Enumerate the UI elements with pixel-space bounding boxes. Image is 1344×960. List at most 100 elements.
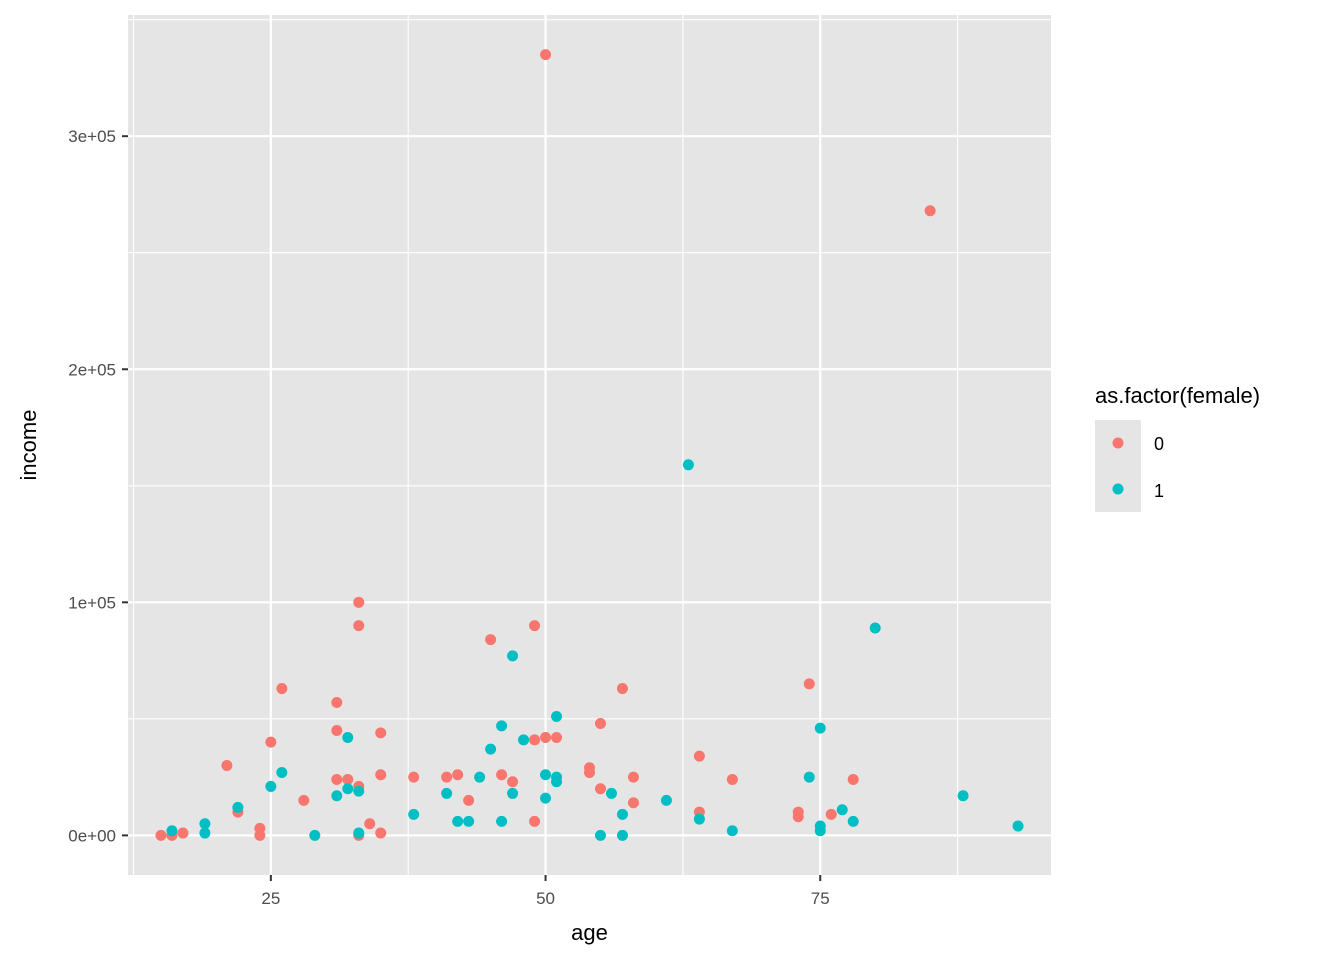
data-point-1 [463,815,475,827]
data-point-0 [924,205,936,217]
data-point-1 [485,743,497,755]
data-point-1 [331,790,343,802]
data-point-0 [408,771,420,783]
data-point-1 [540,769,552,781]
data-point-1 [1012,820,1024,832]
data-point-1 [342,783,354,795]
data-point-1 [693,813,705,825]
data-point-1 [540,792,552,804]
data-point-1 [496,815,508,827]
data-point-0 [375,727,387,739]
data-point-0 [540,731,552,743]
y-axis-title: income [16,410,41,481]
y-tick-label: 0e+00 [68,826,116,845]
data-point-1 [166,825,178,837]
data-point-1 [682,459,694,471]
data-point-0 [375,827,387,839]
data-point-1 [605,787,617,799]
data-point-1 [957,790,969,802]
data-point-0 [353,596,365,608]
data-point-0 [331,725,343,737]
data-point-0 [693,750,705,762]
data-point-0 [507,776,519,788]
data-point-1 [551,776,563,788]
data-point-0 [155,829,167,841]
data-point-1 [496,720,508,732]
data-point-0 [342,773,354,785]
data-point-0 [529,620,541,632]
data-point-0 [485,634,497,646]
data-point-0 [364,818,376,830]
data-point-0 [529,815,541,827]
data-point-1 [474,771,486,783]
data-point-1 [616,808,628,820]
data-point-0 [276,683,288,695]
legend-title: as.factor(female) [1095,383,1260,408]
data-point-1 [309,829,321,841]
data-point-0 [463,794,475,806]
data-point-0 [331,773,343,785]
major-gridlines [128,15,1051,875]
data-point-1 [616,829,628,841]
data-point-0 [496,769,508,781]
y-tick-label: 2e+05 [68,360,116,379]
data-point-0 [825,808,837,820]
data-point-1 [408,808,420,820]
y-tick-label: 3e+05 [68,127,116,146]
y-tick-labels: 0e+00 1e+05 2e+05 3e+05 [68,127,116,845]
data-point-1 [507,650,519,662]
x-tick-label: 25 [261,889,280,908]
x-tick-labels: 25 50 75 [261,889,829,908]
data-point-0 [331,697,343,709]
data-point-0 [221,759,233,771]
axis-ticks [122,135,822,881]
data-point-1 [353,785,365,797]
data-point-0 [441,771,453,783]
data-point-1 [803,771,815,783]
data-point-0 [298,794,310,806]
data-point-1 [814,825,826,837]
x-tick-label: 75 [811,889,830,908]
data-point-1 [507,787,519,799]
data-point-0 [594,718,606,730]
data-point-0 [265,736,277,748]
data-point-0 [375,769,387,781]
data-point-1 [660,794,672,806]
data-point-1 [452,815,464,827]
data-point-0 [254,829,266,841]
y-tick-label: 1e+05 [68,593,116,612]
data-point-1 [342,731,354,743]
data-point-1 [836,804,848,816]
data-point-1 [814,722,826,734]
data-point-0 [594,783,606,795]
legend-marker-1 [1112,483,1124,495]
data-point-1 [199,827,211,839]
data-point-1 [276,766,288,778]
data-point-0 [353,620,365,632]
x-tick-label: 50 [536,889,555,908]
legend-label-0: 0 [1154,434,1164,454]
x-axis-title: age [571,920,608,945]
data-point-0 [847,773,859,785]
legend: as.factor(female) 0 1 [1095,383,1260,512]
data-point-0 [726,773,738,785]
data-points [155,49,1024,841]
data-point-1 [594,829,606,841]
legend-label-1: 1 [1154,481,1164,501]
data-point-1 [441,787,453,799]
data-point-1 [199,818,211,830]
minor-gridlines [128,15,1051,875]
legend-marker-0 [1112,437,1124,449]
data-point-0 [452,769,464,781]
data-point-0 [616,683,628,695]
data-point-0 [627,771,639,783]
data-point-1 [518,734,530,746]
data-point-0 [529,734,541,746]
data-point-1 [869,622,881,634]
data-point-1 [551,711,563,723]
data-point-0 [803,678,815,690]
data-point-1 [353,827,365,839]
data-point-0 [540,49,552,61]
data-point-0 [551,731,563,743]
